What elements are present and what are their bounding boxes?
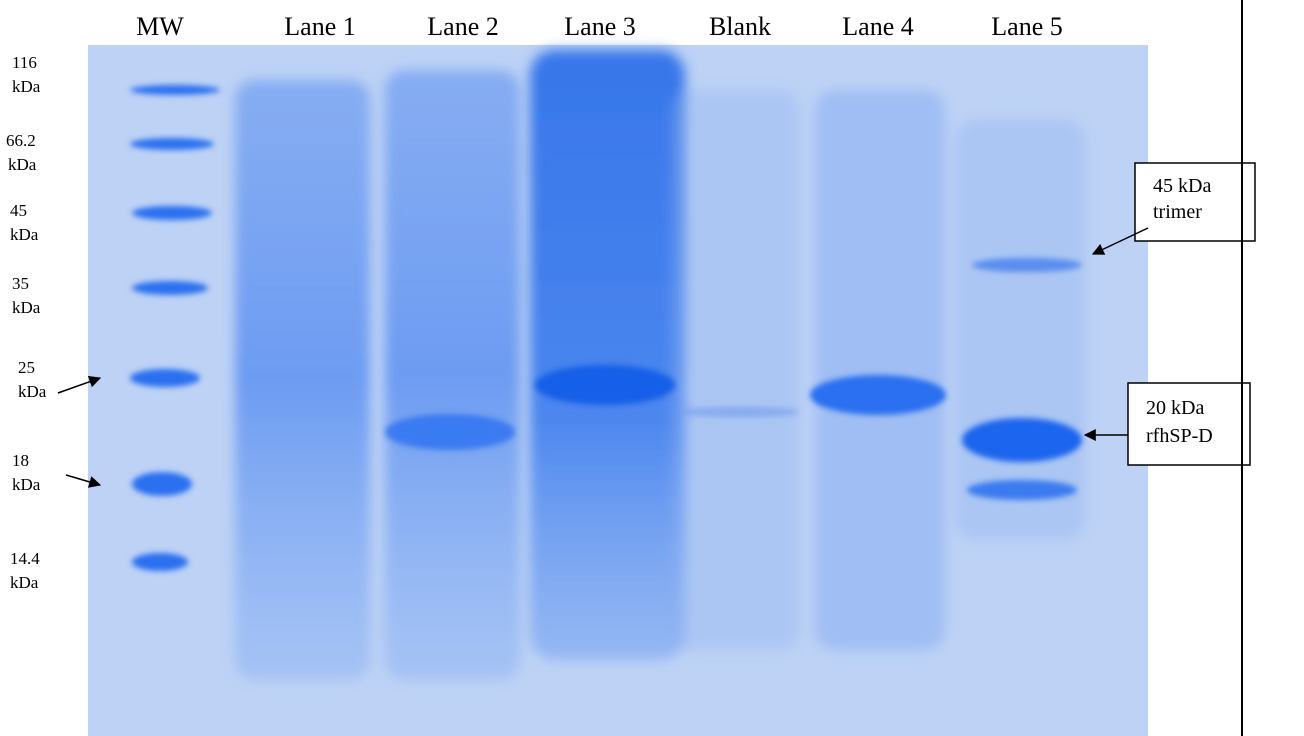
marker-unit: kDa — [18, 382, 47, 401]
annotation-text: rfhSP-D — [1146, 425, 1213, 447]
lane-label: Lane 4 — [842, 12, 913, 41]
annotation-text: 20 kDa — [1146, 397, 1204, 419]
gel — [88, 45, 1148, 736]
marker-unit: kDa — [10, 225, 39, 244]
lane-labels: MW Lane 1 Lane 2 Lane 3 Blank Lane 4 Lan… — [136, 12, 1063, 41]
page: MW Lane 1 Lane 2 Lane 3 Blank Lane 4 Lan… — [0, 0, 1304, 736]
marker-value: 25 — [18, 358, 35, 377]
marker-unit: kDa — [10, 573, 39, 592]
lane-label: MW — [136, 12, 184, 41]
lane-label: Lane 5 — [991, 12, 1062, 41]
lane-label: Lane 2 — [427, 12, 498, 41]
annotation-box — [1128, 383, 1250, 465]
marker-unit: kDa — [8, 155, 37, 174]
marker-value: 18 — [12, 451, 29, 470]
figure: MW Lane 1 Lane 2 Lane 3 Blank Lane 4 Lan… — [0, 0, 1304, 736]
marker-unit: kDa — [12, 77, 41, 96]
marker-labels: 116 kDa 66.2 kDa 45 kDa 35 kDa 25 kDa 18… — [6, 53, 47, 592]
marker-value: 14.4 — [10, 549, 40, 568]
marker-unit: kDa — [12, 298, 41, 317]
marker-value: 66.2 — [6, 131, 36, 150]
annotation-text: 45 kDa — [1153, 175, 1211, 197]
marker-value: 116 — [12, 53, 37, 72]
lane-label: Lane 1 — [284, 12, 355, 41]
marker-value: 45 — [10, 201, 27, 220]
lane-label: Lane 3 — [564, 12, 635, 41]
lane-label: Blank — [709, 12, 771, 41]
marker-unit: kDa — [12, 475, 41, 494]
marker-value: 35 — [12, 274, 29, 293]
annotation-text: trimer — [1153, 201, 1202, 223]
